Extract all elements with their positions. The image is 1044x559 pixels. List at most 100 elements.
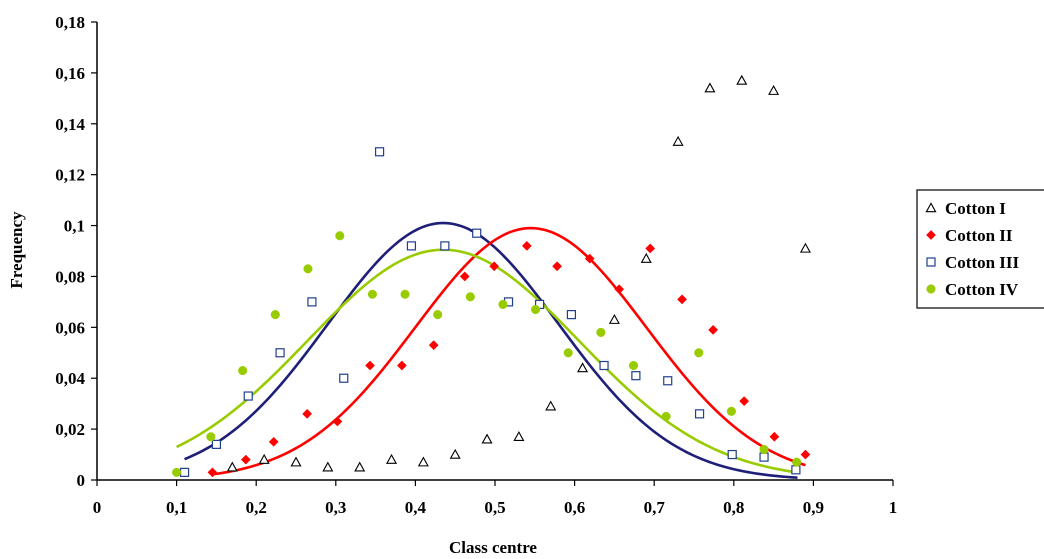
x-tick-label: 0,9 bbox=[803, 498, 824, 517]
data-point bbox=[211, 439, 221, 449]
y-tick-label: 0,02 bbox=[55, 420, 85, 439]
fit-curves bbox=[176, 221, 806, 479]
data-point bbox=[481, 433, 493, 444]
data-point bbox=[302, 408, 313, 419]
data-point bbox=[332, 416, 343, 427]
data-point bbox=[472, 228, 482, 238]
data-point bbox=[226, 461, 238, 472]
data-point bbox=[661, 411, 671, 421]
data-point bbox=[708, 324, 719, 335]
legend-label: Cotton III bbox=[945, 253, 1020, 272]
data-point bbox=[240, 454, 251, 465]
data-point bbox=[645, 243, 656, 254]
data-point bbox=[563, 348, 573, 358]
data-point bbox=[759, 452, 769, 462]
data-point bbox=[694, 348, 704, 358]
series-cotton-i bbox=[226, 74, 811, 472]
data-point bbox=[800, 449, 811, 460]
y-tick-label: 0,1 bbox=[64, 217, 85, 236]
x-tick-label: 1 bbox=[889, 498, 898, 517]
legend-marker bbox=[926, 230, 936, 240]
data-point bbox=[498, 299, 508, 309]
legend-label: Cotton IV bbox=[945, 280, 1019, 299]
data-point bbox=[726, 406, 736, 416]
data-point bbox=[694, 409, 705, 419]
data-point bbox=[631, 371, 641, 381]
data-point bbox=[759, 444, 769, 455]
data-point bbox=[428, 340, 439, 351]
y-tick-label: 0,16 bbox=[55, 64, 85, 83]
series-cotton-iv bbox=[172, 231, 802, 477]
y-tick-label: 0,08 bbox=[55, 267, 85, 286]
x-tick-label: 0,8 bbox=[723, 498, 744, 517]
data-point bbox=[238, 366, 248, 376]
data-point bbox=[243, 391, 253, 401]
data-point bbox=[566, 310, 577, 320]
data-point bbox=[374, 147, 385, 157]
data-point bbox=[354, 461, 366, 472]
series-cotton-iii bbox=[179, 147, 801, 477]
data-point bbox=[268, 436, 279, 447]
x-tick-label: 0,1 bbox=[166, 498, 187, 517]
data-point bbox=[768, 84, 780, 95]
data-markers bbox=[172, 74, 811, 478]
data-point bbox=[739, 396, 750, 407]
legend-marker bbox=[926, 257, 936, 267]
x-tick-label: 0,5 bbox=[484, 498, 505, 517]
x-tick-label: 0,7 bbox=[644, 498, 666, 517]
data-point bbox=[799, 242, 811, 253]
data-point bbox=[545, 400, 557, 411]
data-point bbox=[270, 310, 280, 320]
x-tick-label: 0,2 bbox=[246, 498, 267, 517]
data-point bbox=[172, 467, 182, 477]
legend-marker bbox=[925, 202, 937, 213]
data-point bbox=[552, 261, 563, 272]
data-point bbox=[307, 297, 317, 307]
data-point bbox=[663, 376, 673, 386]
y-tick-label: 0,14 bbox=[55, 115, 85, 134]
data-point bbox=[531, 304, 541, 315]
legend-label: Cotton II bbox=[945, 226, 1013, 245]
data-point bbox=[440, 241, 450, 251]
data-point bbox=[736, 74, 748, 85]
data-point bbox=[640, 252, 652, 263]
data-point bbox=[513, 431, 525, 441]
data-point bbox=[521, 240, 532, 251]
data-point bbox=[704, 82, 716, 93]
data-point bbox=[577, 362, 589, 373]
data-point bbox=[396, 360, 407, 371]
legend-label: Cotton I bbox=[945, 199, 1006, 218]
x-tick-label: 0,6 bbox=[564, 498, 585, 517]
data-point bbox=[465, 292, 475, 302]
data-point bbox=[303, 264, 313, 274]
data-point bbox=[258, 453, 270, 464]
data-point bbox=[608, 313, 620, 324]
series-cotton-ii bbox=[207, 240, 811, 478]
y-tick-label: 0,18 bbox=[55, 13, 85, 32]
data-point bbox=[322, 461, 334, 472]
data-point bbox=[769, 431, 780, 442]
x-axis-title: Class centre bbox=[449, 538, 537, 557]
x-tick-label: 0 bbox=[93, 498, 102, 517]
data-point bbox=[400, 289, 410, 299]
y-tick-label: 0,06 bbox=[55, 318, 85, 337]
data-point bbox=[207, 467, 218, 478]
x-tick-label: 0,4 bbox=[405, 498, 427, 517]
x-tick-label: 0,3 bbox=[325, 498, 346, 517]
data-point bbox=[339, 373, 349, 383]
y-tick-label: 0 bbox=[77, 471, 86, 490]
data-point bbox=[179, 467, 190, 477]
data-point bbox=[584, 253, 595, 264]
data-point bbox=[367, 289, 377, 299]
data-point bbox=[489, 261, 500, 272]
data-point bbox=[406, 241, 417, 251]
data-point bbox=[365, 360, 375, 371]
data-point bbox=[628, 360, 639, 371]
data-point bbox=[206, 432, 216, 442]
data-point bbox=[672, 135, 684, 146]
data-point bbox=[727, 449, 737, 460]
data-point bbox=[275, 348, 285, 358]
data-point bbox=[290, 456, 302, 467]
legend-marker bbox=[926, 284, 936, 294]
